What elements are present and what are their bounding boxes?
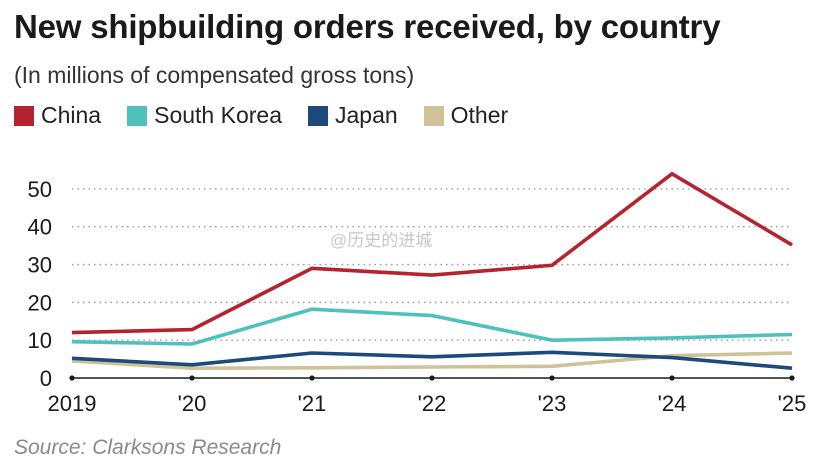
x-tick-label: '24	[658, 391, 687, 416]
y-tick-label: 50	[28, 177, 52, 202]
x-tick-mark	[669, 375, 675, 381]
legend-swatch-south-korea	[127, 105, 148, 126]
x-tick-label: '22	[418, 391, 447, 416]
y-tick-label: 40	[28, 215, 52, 240]
source-note: Source: Clarksons Research	[14, 436, 282, 459]
y-tick-label: 30	[28, 253, 52, 278]
chart-subtitle: (In millions of compensated gross tons)	[14, 62, 415, 88]
legend-label-china: China	[41, 102, 102, 128]
x-tick-mark	[789, 375, 795, 381]
series-line-china	[71, 171, 793, 335]
legend: China South Korea Japan Other	[14, 102, 534, 129]
legend-label-other: Other	[450, 102, 509, 128]
x-tick-mark	[549, 375, 555, 381]
legend-item-south-korea: South Korea	[127, 102, 282, 129]
x-tick-mark	[429, 375, 435, 381]
legend-swatch-other	[423, 105, 444, 126]
y-tick-label: 0	[40, 366, 52, 391]
x-tick-label: '25	[778, 391, 807, 416]
x-tick-label: '23	[538, 391, 567, 416]
x-tick-label: '20	[178, 391, 207, 416]
x-tick-label: 2019	[48, 391, 97, 416]
x-tick-mark	[309, 375, 315, 381]
legend-label-japan: Japan	[334, 102, 398, 128]
series-line-other	[71, 351, 793, 371]
legend-swatch-china	[14, 105, 34, 126]
x-axis	[69, 375, 795, 381]
watermark-text: @历史的进城	[330, 231, 433, 250]
series-lines	[71, 171, 793, 371]
legend-label-south-korea: South Korea	[154, 102, 282, 128]
x-tick-mark	[69, 375, 75, 381]
legend-item-japan: Japan	[307, 102, 398, 129]
tick-labels: 0 10 20 30 40 50 2019 '20 '21 '22 '23 '24 '25	[28, 177, 807, 416]
x-tick-mark	[189, 375, 195, 381]
y-tick-label: 20	[28, 290, 52, 315]
legend-swatch-japan	[307, 105, 328, 126]
y-tick-label: 10	[28, 328, 52, 353]
chart-title: New shipbuilding orders received, by cou…	[14, 8, 721, 45]
legend-item-other: Other	[423, 102, 509, 129]
series-line-japan	[71, 350, 793, 370]
gridlines	[72, 188, 792, 341]
x-tick-label: '21	[298, 391, 327, 416]
series-line-south-korea	[71, 307, 793, 346]
legend-item-china: China	[14, 102, 101, 129]
